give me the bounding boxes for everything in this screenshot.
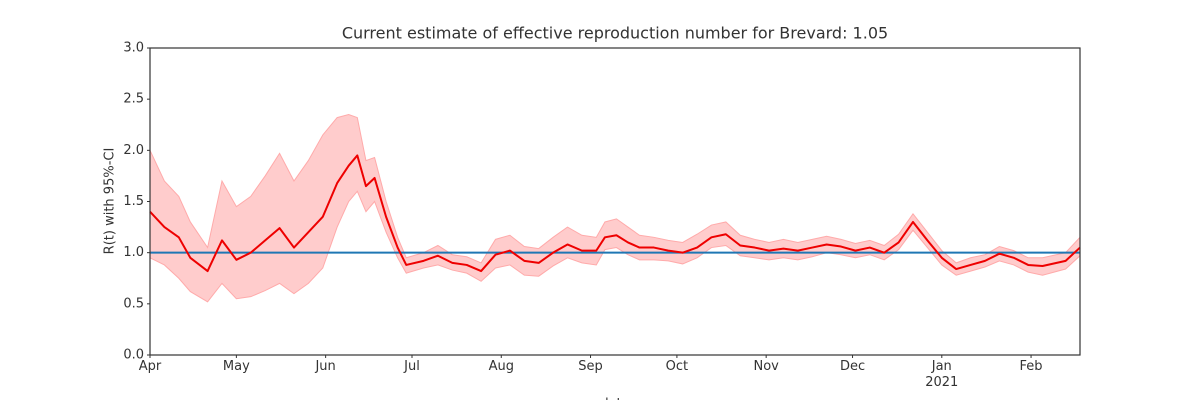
y-tick-label: 0.0 xyxy=(123,348,144,363)
x-tick-label: Feb xyxy=(1019,359,1043,374)
rt-line xyxy=(149,154,1081,273)
x-tick-label: Apr xyxy=(138,359,162,374)
x-tick-label: Dec xyxy=(839,359,866,374)
chart-title: Current estimate of effective reproducti… xyxy=(342,24,888,43)
x-tick-label: May xyxy=(222,359,250,374)
x-tick-label: Jul xyxy=(404,359,420,374)
y-tick-label: 2.0 xyxy=(123,143,144,158)
y-tick-label: 1.5 xyxy=(123,194,144,209)
y-tick-label: 3.0 xyxy=(123,41,144,56)
y-tick-label: 1.0 xyxy=(123,245,144,260)
y-tick-label: 2.5 xyxy=(123,92,144,107)
y-axis-label: R(t) with 95%-CI xyxy=(103,148,118,255)
x-tick-label: Sep xyxy=(578,359,603,374)
ci-band xyxy=(149,113,1081,303)
x-axis-label: date xyxy=(600,397,629,400)
x-tick-label: Jan 2021 xyxy=(925,359,959,390)
plot-frame xyxy=(149,47,1081,356)
x-tick-label: Jun xyxy=(315,359,336,374)
x-tick-label: Aug xyxy=(488,359,514,374)
y-tick-label: 0.5 xyxy=(123,296,144,311)
x-tick-label: Oct xyxy=(665,359,689,374)
x-tick-label: Nov xyxy=(753,359,779,374)
